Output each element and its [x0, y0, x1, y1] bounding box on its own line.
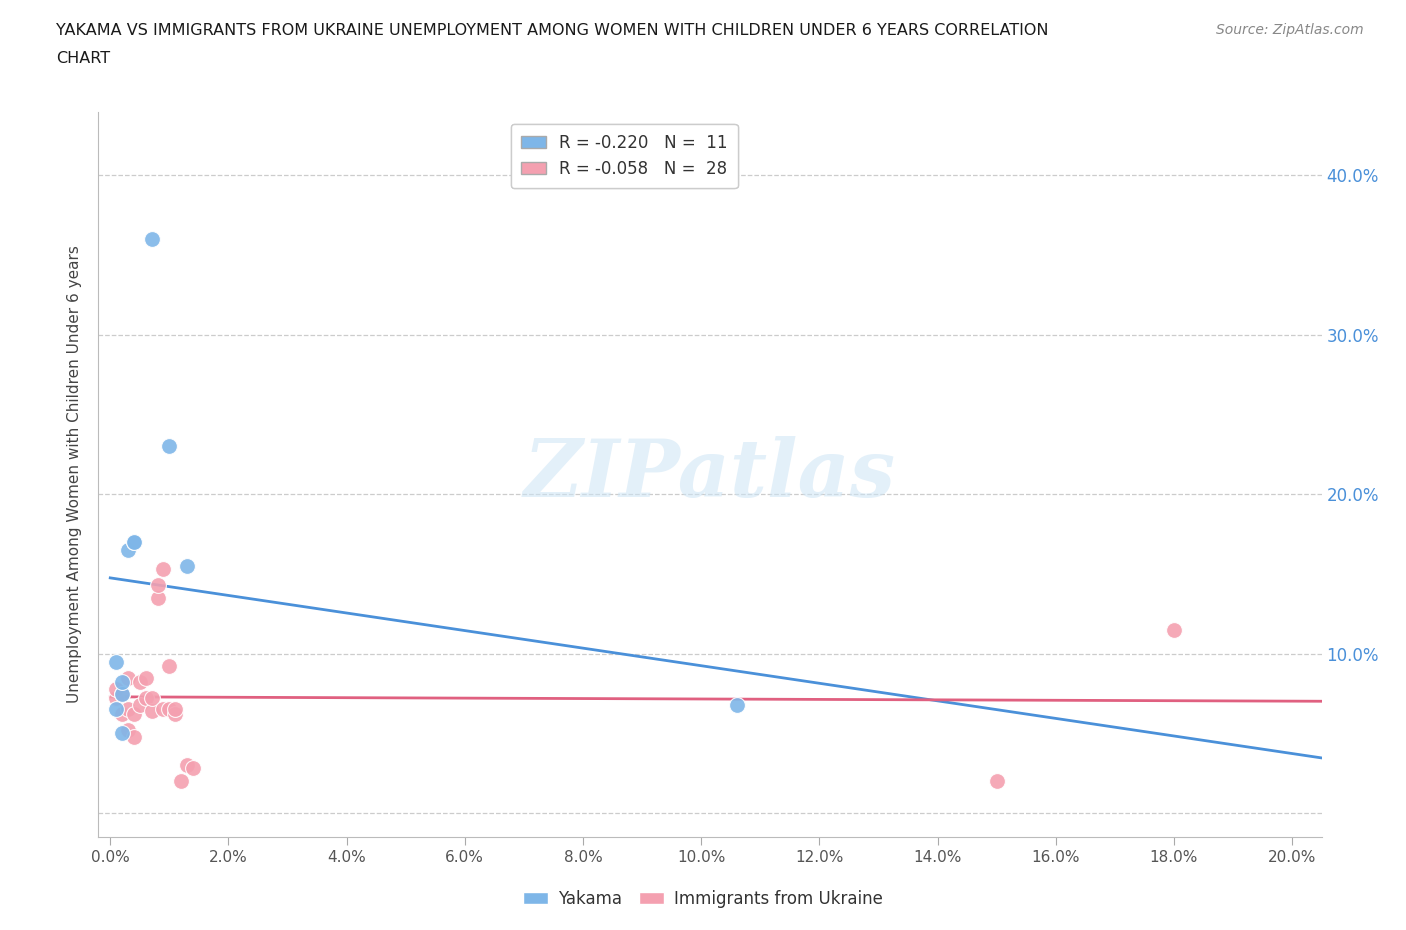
Point [176, 559, 198, 574]
Point [986, 774, 1008, 789]
Point [170, 774, 193, 789]
Point [117, 542, 139, 557]
Point [111, 726, 134, 741]
Point [181, 761, 204, 776]
Point [117, 723, 139, 737]
Point [117, 702, 139, 717]
Point [105, 682, 128, 697]
Point [122, 535, 145, 550]
Point [122, 729, 145, 744]
Point [105, 691, 128, 706]
Point [1163, 622, 1185, 637]
Point [128, 675, 150, 690]
Point [157, 659, 180, 674]
Text: CHART: CHART [56, 51, 110, 66]
Text: ZIPatlas: ZIPatlas [524, 435, 896, 513]
Point [141, 691, 163, 706]
Point [146, 578, 169, 592]
Point [111, 707, 134, 722]
Point [141, 232, 163, 246]
Point [165, 707, 187, 722]
Point [111, 675, 134, 690]
Y-axis label: Unemployment Among Women with Children Under 6 years: Unemployment Among Women with Children U… [67, 246, 83, 703]
Point [111, 686, 134, 701]
Point [152, 702, 174, 717]
Point [117, 671, 139, 685]
Legend: R = -0.220   N =  11, R = -0.058   N =  28: R = -0.220 N = 11, R = -0.058 N = 28 [510, 124, 738, 188]
Point [122, 707, 145, 722]
Point [141, 704, 163, 719]
Point [157, 439, 180, 454]
Point [165, 702, 187, 717]
Legend: Yakama, Immigrants from Ukraine: Yakama, Immigrants from Ukraine [516, 883, 890, 914]
Point [152, 562, 174, 577]
Text: Source: ZipAtlas.com: Source: ZipAtlas.com [1216, 23, 1364, 37]
Point [176, 758, 198, 773]
Text: YAKAMA VS IMMIGRANTS FROM UKRAINE UNEMPLOYMENT AMONG WOMEN WITH CHILDREN UNDER 6: YAKAMA VS IMMIGRANTS FROM UKRAINE UNEMPL… [56, 23, 1049, 38]
Point [157, 702, 180, 717]
Point [146, 591, 169, 605]
Point [135, 671, 157, 685]
Point [122, 535, 145, 550]
Point [111, 686, 134, 701]
Point [725, 698, 748, 712]
Point [135, 691, 157, 706]
Point [128, 698, 150, 712]
Point [105, 654, 128, 669]
Point [105, 702, 128, 717]
